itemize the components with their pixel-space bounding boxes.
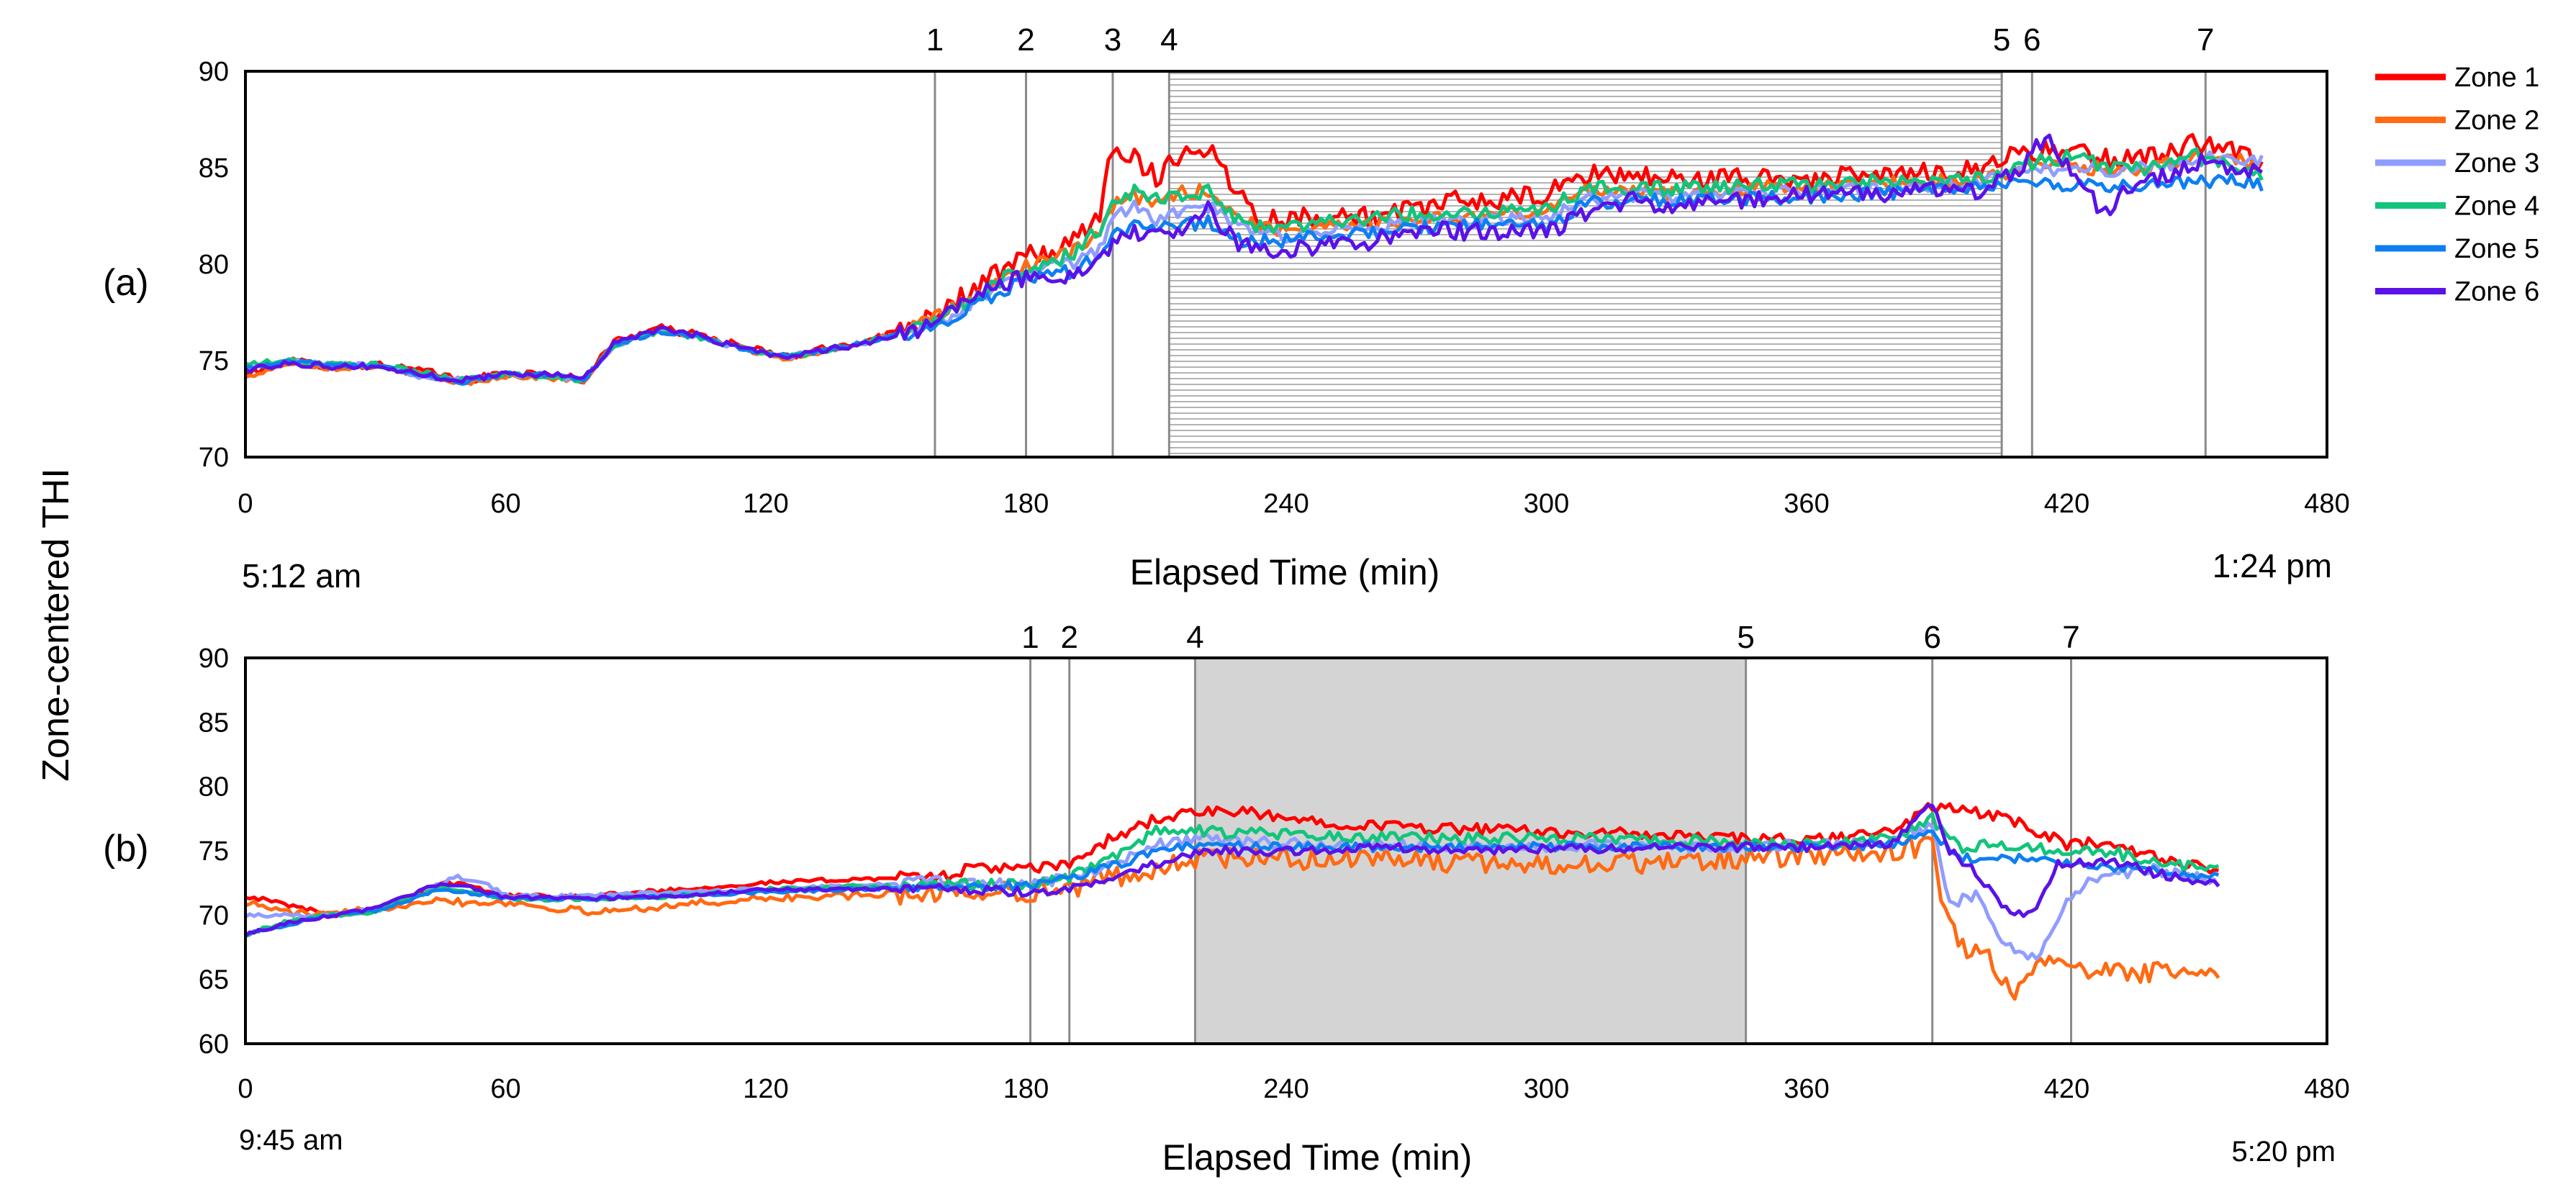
series-lines-b <box>245 802 2220 1001</box>
y-tick-label: 85 <box>199 153 229 184</box>
x-tick-label: 300 <box>1524 489 1569 519</box>
event-label: 1 <box>926 22 944 58</box>
shaded-region <box>1169 71 2002 457</box>
plot-frame-b <box>244 656 2328 1045</box>
y-tick-label: 90 <box>199 644 229 674</box>
start-time-a: 5:12 am <box>242 557 361 595</box>
x-tick-label: 480 <box>2304 489 2349 519</box>
event-label: 3 <box>1104 22 1121 58</box>
legend-entry: Zone 5 <box>2454 234 2539 264</box>
event-label: 2 <box>1017 22 1034 58</box>
legend-entry: Zone 4 <box>2454 191 2539 222</box>
legend-entry: Zone 2 <box>2454 106 2539 136</box>
x-tick-label: 420 <box>2044 489 2089 519</box>
x-tick-label: 180 <box>1003 1074 1049 1104</box>
x-tick-label: 0 <box>238 1074 253 1104</box>
x-tick-label: 120 <box>743 489 788 519</box>
event-label: 5 <box>1737 620 1754 655</box>
y-tick-label: 65 <box>199 965 229 995</box>
series-lines-a <box>245 132 2264 387</box>
x-tick-label: 60 <box>490 489 520 519</box>
x-tick-label: 60 <box>490 1074 520 1104</box>
y-tick-label: 70 <box>199 443 229 473</box>
y-tick-label: 90 <box>199 57 229 87</box>
x-axis-title-b: Elapsed Time (min) <box>1162 1137 1473 1178</box>
event-label: 1 <box>1021 620 1039 655</box>
y-tick-label: 80 <box>199 772 229 803</box>
y-tick-label: 75 <box>199 346 229 376</box>
event-label: 6 <box>2023 22 2041 58</box>
x-tick-label: 360 <box>1784 1074 1829 1104</box>
y-ticks-b: 60 65 70 75 80 85 90 <box>199 644 229 1060</box>
y-tick-label: 85 <box>199 708 229 738</box>
y-tick-label: 60 <box>199 1029 229 1060</box>
panel-label-a: (a) <box>103 262 149 304</box>
x-tick-label: 480 <box>2304 1074 2349 1104</box>
y-ticks-a: 70 75 80 85 90 <box>199 57 229 473</box>
event-label: 5 <box>1993 22 2010 58</box>
legend-entry: Zone 1 <box>2454 63 2539 93</box>
x-ticks-b: 0 60 120 180 240 300 360 420 480 <box>238 1074 2349 1104</box>
y-tick-label: 75 <box>199 836 229 867</box>
shaded-hatching <box>1169 73 2002 454</box>
x-tick-label: 240 <box>1263 489 1309 519</box>
y-axis-label: Zone-centered THI <box>35 468 77 781</box>
shaded-region-a <box>1169 71 2002 457</box>
event-label: 7 <box>2197 22 2214 58</box>
y-tick-label: 80 <box>199 250 229 280</box>
x-ticks-a: 0 60 120 180 240 300 360 420 480 <box>238 489 2349 519</box>
end-time-b: 5:20 pm <box>2231 1136 2336 1168</box>
event-label: 4 <box>1186 620 1203 655</box>
event-label: 2 <box>1061 620 1078 655</box>
x-tick-label: 420 <box>2044 1074 2089 1104</box>
legend: Zone 1 Zone 2 Zone 3 Zone 4 Zone 5 Zone 6 <box>2375 63 2539 307</box>
x-tick-label: 300 <box>1524 1074 1569 1104</box>
x-tick-label: 120 <box>743 1074 788 1104</box>
series-line <box>245 133 2264 384</box>
legend-entry: Zone 6 <box>2454 277 2539 307</box>
plot-frame-a <box>244 70 2328 459</box>
x-axis-title-a: Elapsed Time (min) <box>1130 552 1440 592</box>
x-tick-label: 180 <box>1003 489 1049 519</box>
x-tick-label: 360 <box>1784 489 1829 519</box>
series-line <box>245 803 2220 937</box>
event-label: 7 <box>2062 620 2079 655</box>
end-time-a: 1:24 pm <box>2213 547 2332 584</box>
y-tick-label: 70 <box>199 900 229 931</box>
panel-label-b: (b) <box>103 828 149 870</box>
x-tick-label: 240 <box>1263 1074 1309 1104</box>
x-tick-label: 0 <box>238 489 253 519</box>
event-label: 6 <box>1923 620 1940 655</box>
start-time-b: 9:45 am <box>239 1124 343 1156</box>
event-label: 4 <box>1160 22 1178 58</box>
legend-entry: Zone 3 <box>2454 148 2539 179</box>
